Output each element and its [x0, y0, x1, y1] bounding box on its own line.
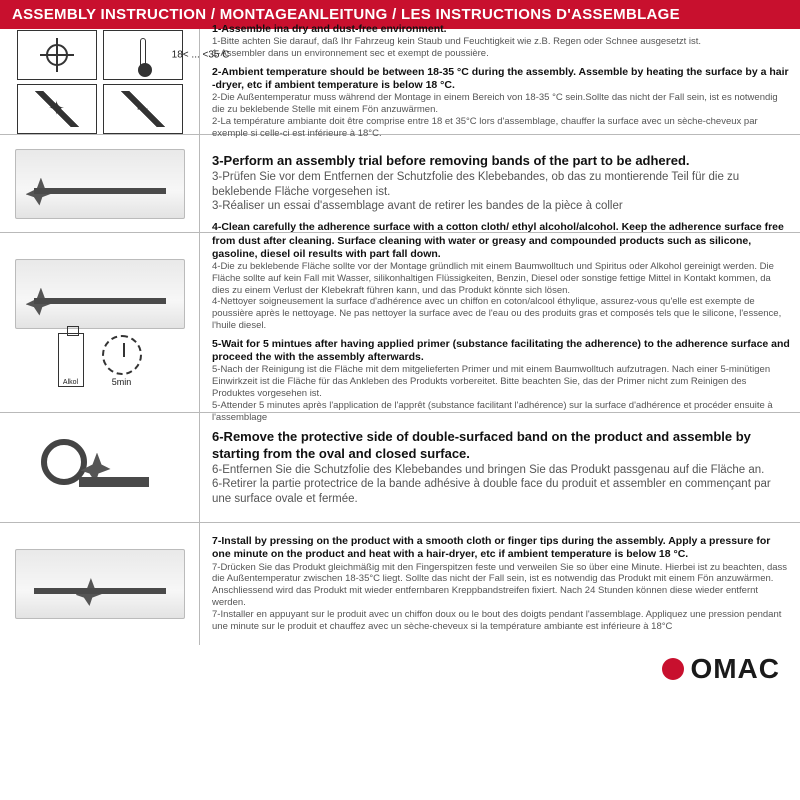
step-illustration	[0, 523, 200, 645]
step-row: 3-Perform an assembly trial before remov…	[0, 135, 800, 233]
step-translation-text: 6-Retirer la partie protectrice de la ba…	[212, 477, 790, 506]
step-translation-text: 7-Drücken Sie das Produkt gleichmäßig mi…	[212, 562, 790, 610]
step-text: 7-Install by pressing on the product wit…	[200, 523, 800, 645]
step-translation-text: 4-Die zu beklebende Fläche sollte vor de…	[212, 261, 790, 297]
thermometer-icon: 18< ... <35 C	[103, 30, 183, 80]
brand-logo: OMAC	[662, 653, 780, 685]
step-illustration: 18< ... <35 C✦⎯	[0, 29, 200, 134]
press-install-icon	[15, 549, 185, 619]
step-lead-text: 3-Perform an assembly trial before remov…	[212, 153, 790, 170]
cleaning-surface-icon	[15, 259, 185, 329]
step-translation-text: 6-Entfernen Sie die Schutzfolie des Kleb…	[212, 463, 790, 477]
step-lead-text: 7-Install by pressing on the product wit…	[212, 535, 790, 561]
tape-removal-icon	[25, 433, 175, 503]
no-dust-icon: ✦	[17, 84, 97, 134]
step-lead-text: 6-Remove the protective side of double-s…	[212, 429, 790, 463]
step-row: 6-Remove the protective side of double-s…	[0, 413, 800, 523]
sun-icon	[17, 30, 97, 80]
clock-icon: 5min	[102, 335, 142, 387]
logo-dot-icon	[662, 658, 684, 680]
step-text: 4-Clean carefully the adherence surface …	[200, 233, 800, 412]
step-translation-text: 2-Die Außentemperatur muss während der M…	[212, 92, 790, 116]
no-spray-icon: ⎯	[103, 84, 183, 134]
steps-container: 18< ... <35 C✦⎯1-Assemble ina dry and du…	[0, 29, 800, 645]
step-lead-text: 2-Ambient temperature should be between …	[212, 66, 790, 92]
step-text: 6-Remove the protective side of double-s…	[200, 413, 800, 522]
step-translation-text: 3-Réaliser un essai d'assemblage avant d…	[212, 199, 790, 213]
step-translation-text: 1-Bitte achten Sie darauf, daß Ihr Fahrz…	[212, 36, 790, 48]
header-title: ASSEMBLY INSTRUCTION / MONTAGEANLEITUNG …	[12, 6, 680, 23]
step-text: 3-Perform an assembly trial before remov…	[200, 135, 800, 232]
step-translation-text: 1-Assembler dans un environnement sec et…	[212, 48, 790, 60]
step-text: 1-Assemble ina dry and dust-free environ…	[200, 29, 800, 134]
temp-range-label: 18< ... <35 C	[172, 49, 230, 60]
step-translation-text: 5-Nach der Reinigung ist die Fläche mit …	[212, 364, 790, 400]
step-illustration	[0, 135, 200, 232]
alcohol-bottle-icon: Alkol	[58, 333, 84, 387]
door-sill-icon	[15, 149, 185, 219]
step-row: 18< ... <35 C✦⎯1-Assemble ina dry and du…	[0, 29, 800, 135]
step-illustration	[0, 413, 200, 522]
footer: OMAC	[0, 645, 800, 685]
brand-name: OMAC	[690, 653, 780, 685]
step-lead-text: 5-Wait for 5 mintues after having applie…	[212, 338, 790, 364]
step-translation-text: 4-Nettoyer soigneusement la surface d'ad…	[212, 296, 790, 332]
step-row: Alkol 5min 4-Clean carefully the adherence…	[0, 233, 800, 413]
step-translation-text: 3-Prüfen Sie vor dem Entfernen der Schut…	[212, 170, 790, 199]
step-translation-text: 7-Installer en appuyant sur le produit a…	[212, 609, 790, 633]
step-lead-text: 1-Assemble ina dry and dust-free environ…	[212, 23, 790, 36]
step-lead-text: 4-Clean carefully the adherence surface …	[212, 221, 790, 260]
step-illustration: Alkol 5min	[0, 233, 200, 412]
step-row: 7-Install by pressing on the product wit…	[0, 523, 800, 645]
